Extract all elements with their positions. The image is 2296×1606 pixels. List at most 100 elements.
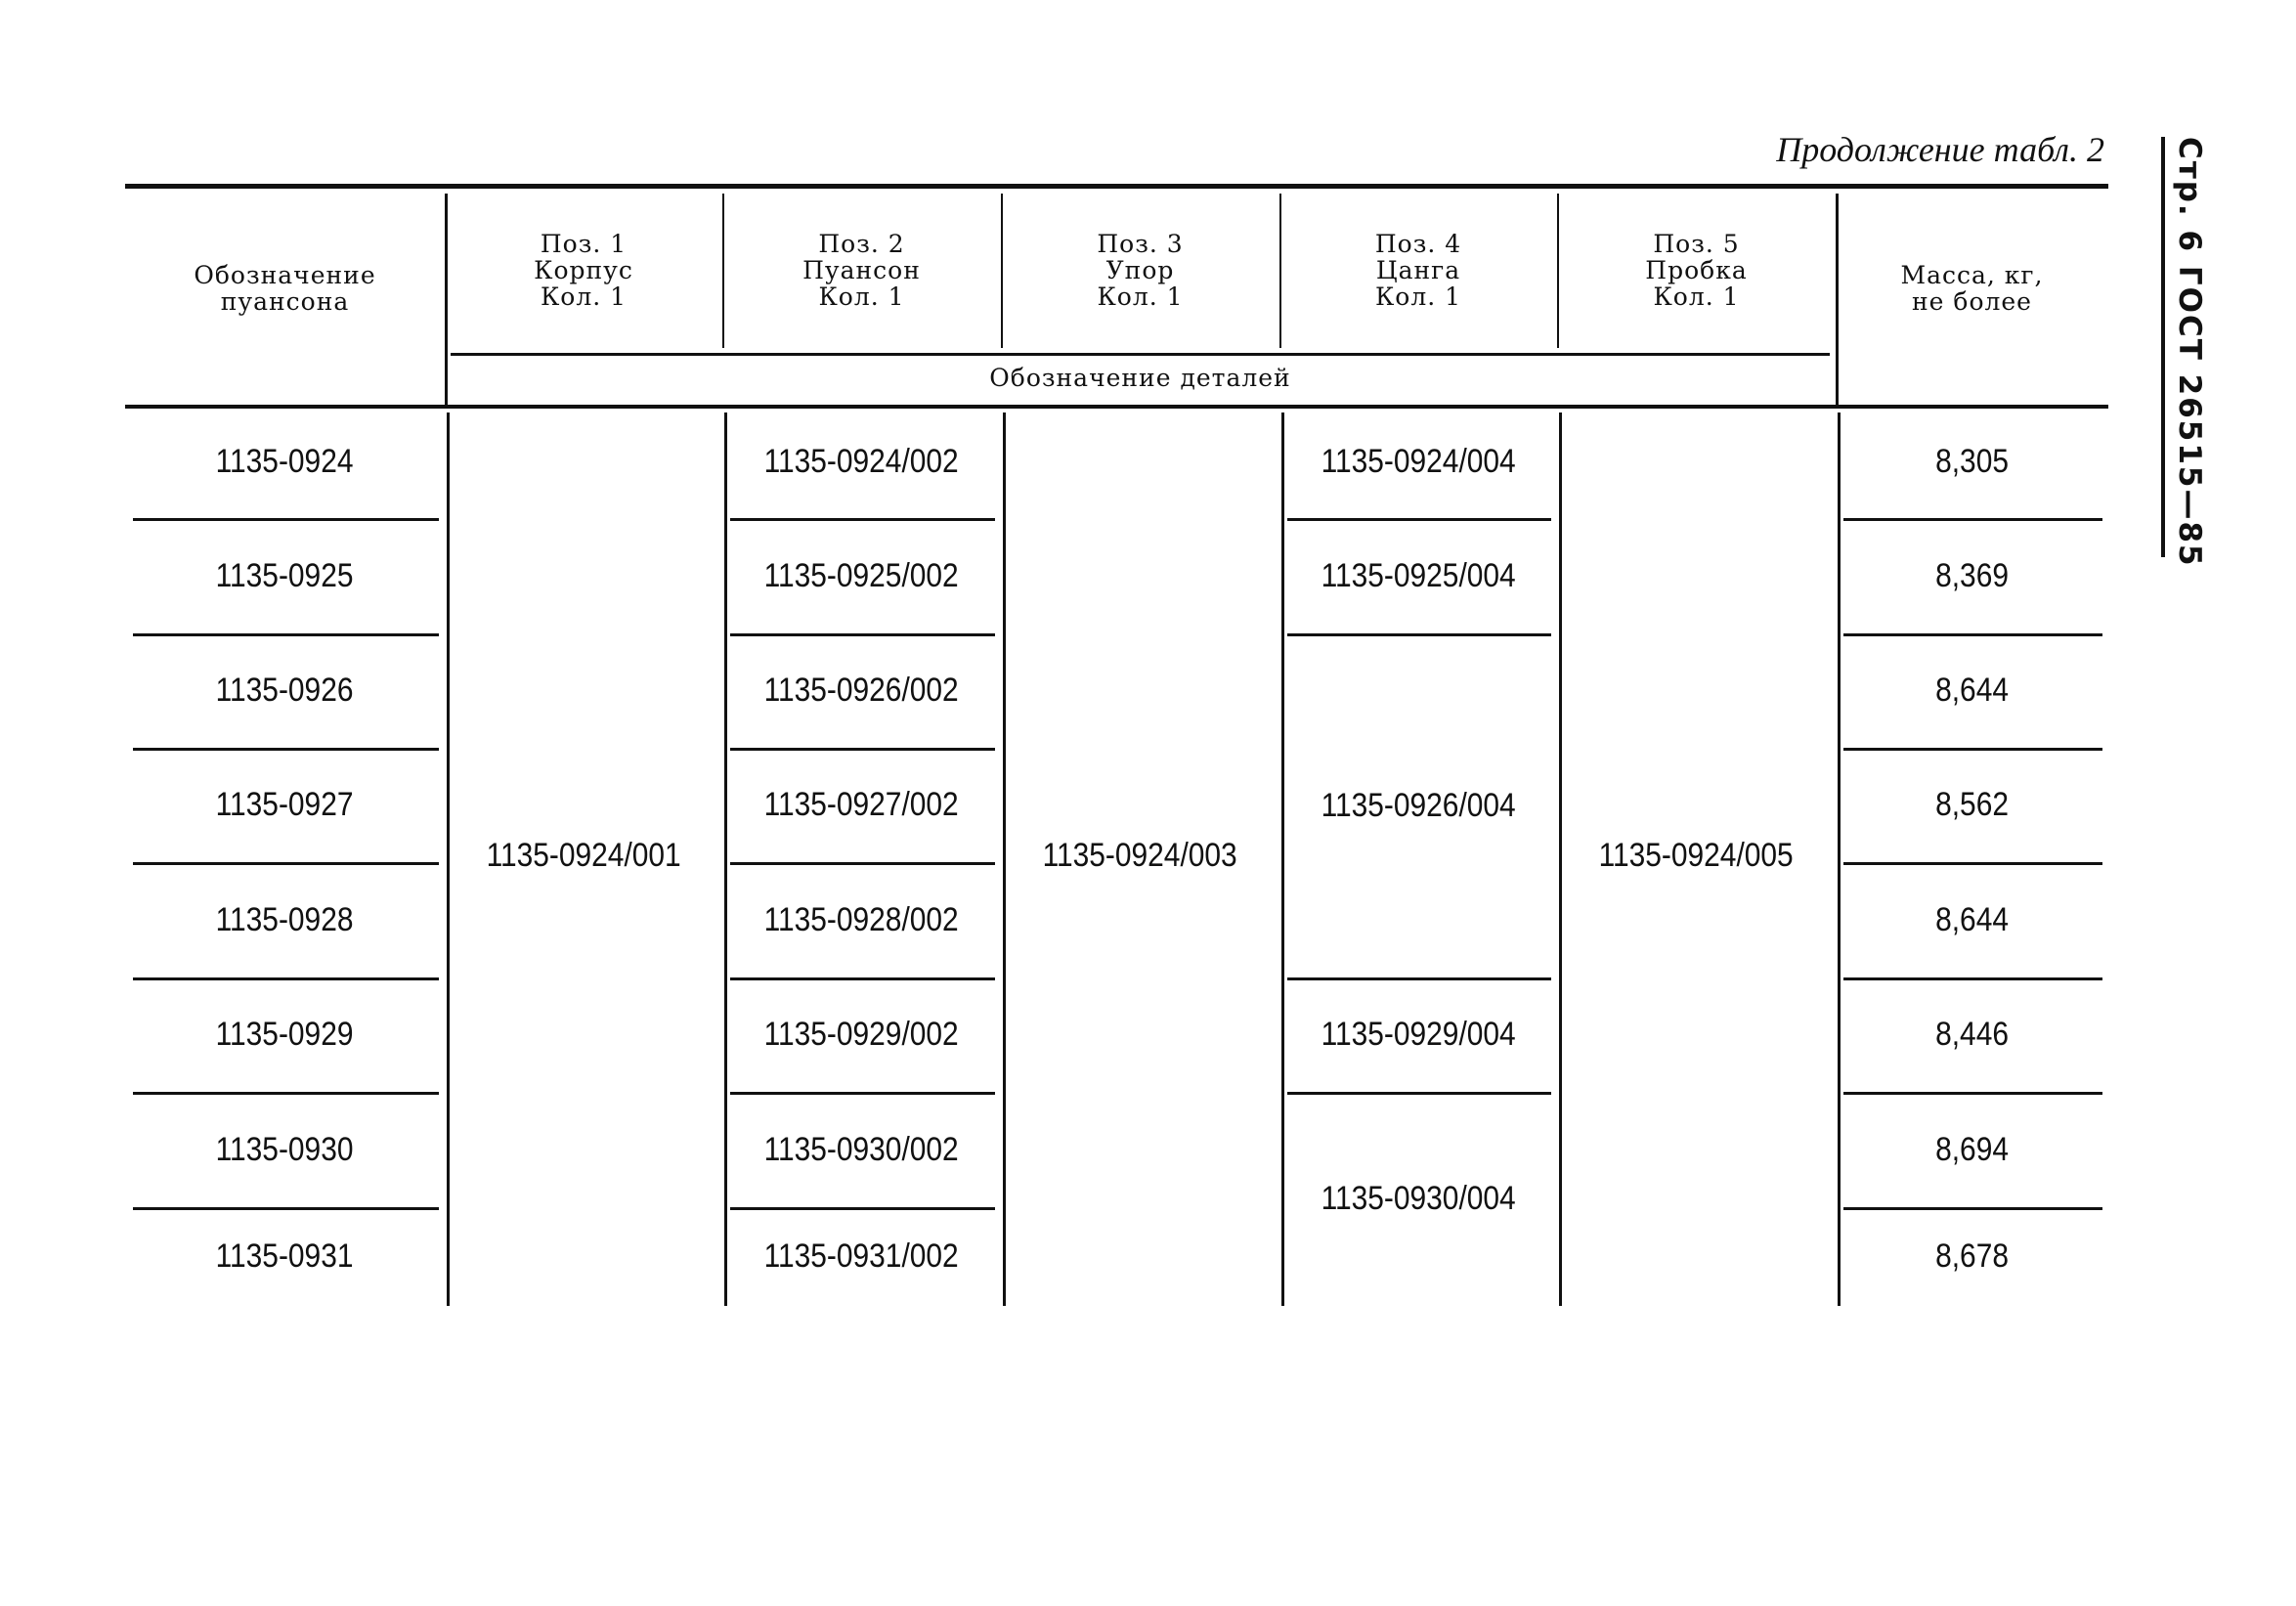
- punch-designation: 1135-0926: [125, 633, 445, 748]
- header-position-4-line: Поз. 4: [1374, 230, 1462, 258]
- header-position-3-line: Кол. 1: [1097, 282, 1184, 311]
- pos4-part: 1135-0926/004: [1279, 633, 1557, 977]
- header-position-3-line: Упор: [1105, 256, 1175, 284]
- header-position-1-line: Поз. 1: [540, 230, 628, 258]
- header-position-3: Поз. 3 Упор Кол. 1: [1001, 231, 1279, 310]
- header-position-1-line: Кол. 1: [540, 282, 628, 311]
- header-designation-line: пуансона: [220, 287, 350, 316]
- body-vline: [1838, 412, 1841, 1306]
- row-separator: [1843, 977, 2102, 980]
- header-position-5-line: Поз. 5: [1653, 230, 1740, 258]
- header-position-1: Поз. 1 Корпус Кол. 1: [445, 231, 722, 310]
- header-position-5-line: Пробка: [1645, 256, 1748, 284]
- body-vline: [1003, 412, 1006, 1306]
- pos2-part-text: 1135-0926/002: [763, 672, 960, 709]
- header-mass: Масса, кг, не более: [1836, 262, 2108, 315]
- row-separator: [1843, 748, 2102, 751]
- body-vline: [447, 412, 450, 1306]
- punch-designation: 1135-0925: [125, 518, 445, 633]
- pos2-part: 1135-0927/002: [722, 748, 1001, 862]
- row-separator: [730, 1207, 995, 1210]
- mass-value: 8,369: [1836, 518, 2108, 633]
- header-position-5: Поз. 5 Пробка Кол. 1: [1557, 231, 1836, 310]
- mass-value: 8,644: [1836, 862, 2108, 977]
- row-separator: [1287, 518, 1551, 521]
- header-designation-line: Обозначение: [194, 261, 376, 289]
- header-position-2: Поз. 2 Пуансон Кол. 1: [722, 231, 1001, 310]
- row-separator: [1843, 518, 2102, 521]
- header-position-2-line: Поз. 2: [818, 230, 905, 258]
- row-separator: [133, 518, 439, 521]
- header-position-2-line: Кол. 1: [818, 282, 905, 311]
- header-vline: [1001, 194, 1003, 348]
- header-vline: [1836, 194, 1839, 405]
- punch-designation: 1135-0929: [125, 977, 445, 1092]
- mass-value-text: 8,305: [1935, 442, 2009, 480]
- punch-designation-text: 1135-0929: [216, 1016, 354, 1053]
- pos2-part: 1135-0929/002: [722, 977, 1001, 1092]
- header-position-4-line: Кол. 1: [1374, 282, 1462, 311]
- header-vline: [1557, 194, 1559, 348]
- pos3-part: 1135-0924/003: [1001, 405, 1279, 1306]
- pos4-part: 1135-0924/004: [1279, 405, 1557, 518]
- header-vline: [722, 194, 724, 348]
- mass-value-text: 8,446: [1935, 1016, 2009, 1053]
- row-separator: [1287, 977, 1551, 980]
- pos2-part: 1135-0928/002: [722, 862, 1001, 977]
- punch-designation-text: 1135-0930: [216, 1130, 354, 1168]
- pos4-part: 1135-0930/004: [1279, 1092, 1557, 1306]
- pos4-part-text: 1135-0929/004: [1321, 1016, 1516, 1053]
- pos2-part-text: 1135-0925/002: [763, 556, 960, 594]
- pos4-part: 1135-0929/004: [1279, 977, 1557, 1092]
- body-vline: [724, 412, 727, 1306]
- side-divider: [2161, 137, 2165, 557]
- punch-designation-text: 1135-0924: [216, 442, 354, 480]
- mass-value-text: 8,369: [1935, 556, 2009, 594]
- header-position-4-line: Цанга: [1375, 256, 1461, 284]
- pos2-part-text: 1135-0929/002: [763, 1016, 960, 1053]
- punch-designation: 1135-0931: [125, 1207, 445, 1306]
- pos2-part-text: 1135-0928/002: [763, 900, 960, 938]
- pos2-part: 1135-0931/002: [722, 1207, 1001, 1306]
- mass-value: 8,644: [1836, 633, 2108, 748]
- pos5-part: 1135-0924/005: [1557, 405, 1836, 1306]
- row-separator: [1843, 1207, 2102, 1210]
- row-separator: [133, 1207, 439, 1210]
- punch-designation-text: 1135-0927: [216, 786, 354, 823]
- header-position-1-line: Корпус: [534, 256, 633, 284]
- mass-value: 8,446: [1836, 977, 2108, 1092]
- header-mass-line: Масса, кг,: [1900, 261, 2044, 289]
- table-top-rule: [125, 184, 2108, 189]
- row-separator: [730, 633, 995, 636]
- row-separator: [730, 862, 995, 865]
- header-mass-line: не более: [1912, 287, 2032, 316]
- mass-value: 8,305: [1836, 405, 2108, 518]
- mass-value: 8,694: [1836, 1092, 2108, 1207]
- mass-value: 8,678: [1836, 1207, 2108, 1306]
- pos2-part: 1135-0925/002: [722, 518, 1001, 633]
- mass-value-text: 8,678: [1935, 1237, 2009, 1275]
- row-separator: [730, 748, 995, 751]
- pos2-part-text: 1135-0931/002: [763, 1237, 960, 1275]
- pos4-part-text: 1135-0926/004: [1321, 786, 1516, 824]
- row-separator: [1843, 633, 2102, 636]
- punch-designation-text: 1135-0925: [216, 556, 354, 594]
- pos1-part-text: 1135-0924/001: [486, 836, 681, 874]
- row-separator: [133, 748, 439, 751]
- row-separator: [133, 1092, 439, 1095]
- pos2-part-text: 1135-0924/002: [763, 442, 960, 480]
- body-vline: [1559, 412, 1562, 1306]
- pos2-part: 1135-0926/002: [722, 633, 1001, 748]
- header-position-4: Поз. 4 Цанга Кол. 1: [1279, 231, 1557, 310]
- pos2-part: 1135-0924/002: [722, 405, 1001, 518]
- header-bottom-rule: [125, 405, 2108, 409]
- header-position-3-line: Поз. 3: [1097, 230, 1184, 258]
- row-separator: [1287, 1092, 1551, 1095]
- mass-value-text: 8,694: [1935, 1130, 2009, 1168]
- pos2-part-text: 1135-0927/002: [763, 786, 960, 823]
- punch-designation: 1135-0928: [125, 862, 445, 977]
- mass-value: 8,562: [1836, 748, 2108, 862]
- row-separator: [1287, 633, 1551, 636]
- pos4-part-text: 1135-0925/004: [1321, 556, 1516, 594]
- header-position-2-line: Пуансон: [802, 256, 921, 284]
